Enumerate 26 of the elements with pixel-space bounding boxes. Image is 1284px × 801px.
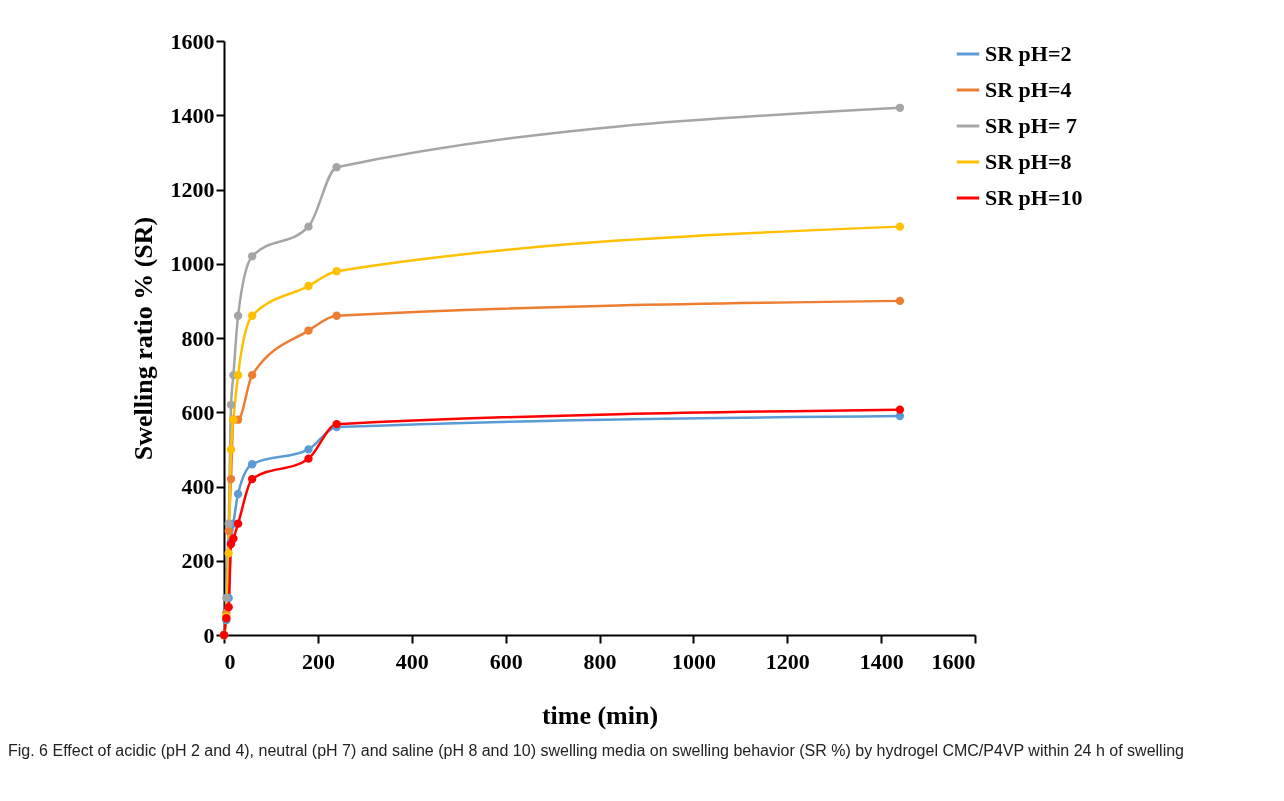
x-axis-title: time (min): [541, 700, 659, 730]
legend-label: SR pH= 7: [985, 113, 1078, 138]
y-tick-label: 1000: [170, 251, 215, 277]
legend-label: SR pH=4: [985, 77, 1072, 102]
legend-label: SR pH=8: [985, 149, 1072, 174]
y-tick-label: 1600: [170, 28, 215, 54]
x-tick-label: 200: [301, 648, 335, 674]
x-tick-label: 800: [583, 648, 617, 674]
x-tick-label: 400: [395, 648, 429, 674]
y-tick-label: 800: [181, 325, 215, 351]
y-tick-label: 600: [181, 399, 215, 425]
legend-label: SR pH=2: [985, 41, 1072, 66]
legend-label: SR pH=10: [985, 185, 1083, 210]
y-tick-label: 200: [181, 548, 215, 574]
y-tick-label: 400: [181, 474, 215, 499]
y-tick-label: 0: [203, 622, 215, 648]
x-tick-label: 1200: [765, 648, 810, 674]
x-tick-label: 1600: [931, 648, 976, 674]
x-tick-label: 1400: [859, 648, 904, 674]
y-tick-label: 1200: [170, 177, 215, 202]
caption: Fig. 6 Effect of acidic (pH 2 and 4), neutral (pH 7) and saline (pH 8 and 10) swelling media on swelling behavior (SR %) by hydrogel CMC/P4VP within 24 h of swelling: [8, 742, 1185, 760]
y-tick-label: 1400: [170, 102, 215, 128]
x-tick-label: 1000: [671, 648, 716, 674]
y-axis-title: Swelling ratio % (SR): [128, 216, 158, 461]
x-tick-label: 600: [489, 648, 523, 674]
x-tick-label: 0: [224, 648, 236, 674]
